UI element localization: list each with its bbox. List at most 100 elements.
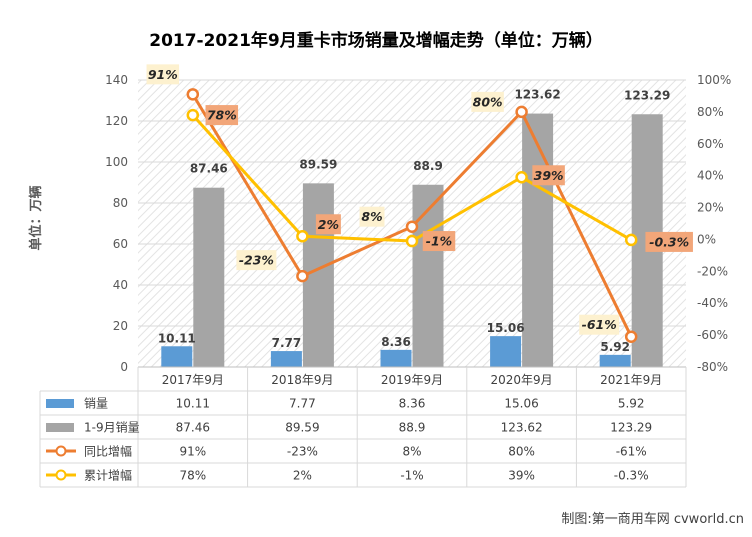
y-tick-label: 140: [105, 73, 128, 87]
table-cell: 7.77: [289, 397, 316, 411]
table-cell: -1%: [400, 469, 423, 483]
x-tick-label: 2020年9月: [491, 373, 553, 387]
table-cell: 87.46: [176, 421, 210, 435]
line-point: [186, 108, 200, 122]
chart-title: 2017-2021年9月重卡市场销量及增幅走势（单位：万辆）: [149, 30, 603, 51]
table-cell: 8%: [402, 445, 421, 459]
line-point: [405, 234, 419, 248]
line-point: [296, 269, 309, 283]
y2-tick-label: -40%: [697, 296, 728, 310]
y-tick-label: 60: [113, 237, 128, 251]
bar: [599, 354, 631, 367]
y2-tick-label: -80%: [697, 360, 728, 374]
table-cell: 39%: [508, 469, 535, 483]
bar: [193, 187, 225, 367]
line-label-box: [146, 64, 180, 85]
line-label-box: [205, 105, 239, 126]
y2-tick-label: 80%: [697, 105, 724, 119]
y-tick-label: 100: [105, 155, 128, 169]
line-point: [624, 330, 638, 343]
bar: [412, 184, 444, 367]
table-cell: 88.9: [399, 421, 426, 435]
source-note: 制图:第一商用车网 cvworld.cn: [561, 511, 744, 527]
bar-data-label: 89.59: [299, 157, 337, 171]
line-data-label: -1%: [426, 234, 452, 249]
bar-data-label: 15.06: [487, 321, 525, 335]
legend-label: 同比增幅: [84, 444, 132, 459]
bar-data-label: 123.29: [624, 88, 670, 102]
bar-data-label: 8.36: [381, 335, 411, 349]
line-data-label: 91%: [148, 67, 178, 82]
line-point: [624, 233, 638, 247]
line-point: [186, 88, 200, 101]
x-tick-label: 2019年9月: [381, 373, 443, 387]
x-tick-label: 2018年9月: [271, 373, 333, 387]
table-cell: 8.36: [399, 397, 426, 411]
legend-label: 1-9月销量: [84, 421, 140, 435]
legend-marker: [55, 469, 67, 481]
bar-data-label: 123.62: [514, 88, 560, 102]
bar: [270, 351, 302, 367]
y2-tick-label: 40%: [697, 169, 724, 183]
line-point: [515, 171, 528, 184]
bar-data-label: 87.46: [190, 162, 228, 176]
bar: [380, 349, 412, 367]
table-cell: 2%: [293, 469, 312, 483]
table-cell: 91%: [179, 445, 206, 459]
table-cell: 78%: [179, 469, 206, 483]
y2-tick-label: 100%: [697, 73, 731, 87]
y-tick-label: 80: [113, 196, 128, 210]
legend-swatch: [46, 423, 74, 432]
bar-data-label: 10.11: [158, 331, 196, 345]
line-label-box: [471, 91, 504, 112]
line-label-box: [236, 250, 277, 271]
table-cell: 89.59: [285, 421, 319, 435]
line-label-box: [532, 165, 565, 186]
y2-tick-label: -20%: [697, 264, 728, 278]
y2-tick-label: 60%: [697, 137, 724, 151]
line-data-label: -23%: [239, 253, 274, 268]
line-label-box: [315, 214, 341, 235]
table-cell: 123.29: [610, 421, 652, 435]
y2-tick-label: -60%: [697, 328, 728, 342]
legend-marker: [55, 445, 67, 457]
x-tick-label: 2021年9月: [600, 373, 662, 387]
y-tick-label: 40: [113, 278, 128, 292]
x-tick-label: 2017年9月: [162, 373, 224, 387]
line-data-label: 39%: [534, 168, 564, 183]
bar-data-label: 5.92: [600, 340, 630, 354]
line-label-box: [579, 314, 620, 335]
y2-tick-label: 0%: [697, 232, 716, 246]
line-label-box: [645, 231, 693, 252]
y-tick-label: 120: [105, 114, 128, 128]
legend-swatch: [46, 399, 74, 408]
line-data-label: 2%: [318, 217, 339, 232]
bar-data-label: 7.77: [272, 336, 302, 350]
line-point: [296, 230, 309, 243]
table-cell: -23%: [287, 445, 318, 459]
table-cell: 123.62: [501, 421, 543, 435]
line-point: [405, 220, 419, 233]
bar: [522, 113, 554, 367]
line-label-box: [359, 206, 385, 227]
table-cell: 15.06: [504, 397, 538, 411]
bar-data-label: 88.9: [413, 159, 443, 173]
legend-label: 销量: [84, 397, 108, 411]
y-axis-label: 单位：万辆: [28, 185, 44, 250]
y2-tick-label: 20%: [697, 201, 724, 215]
line-data-label: 8%: [361, 209, 382, 224]
bar: [490, 336, 522, 367]
table-cell: -61%: [616, 445, 647, 459]
line-point: [515, 105, 528, 119]
table-cell: 10.11: [176, 397, 210, 411]
line-data-label: 78%: [207, 108, 237, 123]
line-label-box: [422, 231, 456, 252]
legend-label: 累计增幅: [84, 468, 132, 483]
line-data-label: 80%: [473, 94, 503, 109]
table-cell: 5.92: [618, 397, 645, 411]
table-cell: 80%: [508, 445, 535, 459]
bar: [161, 346, 193, 367]
line-data-label: -0.3%: [649, 234, 689, 249]
table-cell: -0.3%: [614, 469, 649, 483]
